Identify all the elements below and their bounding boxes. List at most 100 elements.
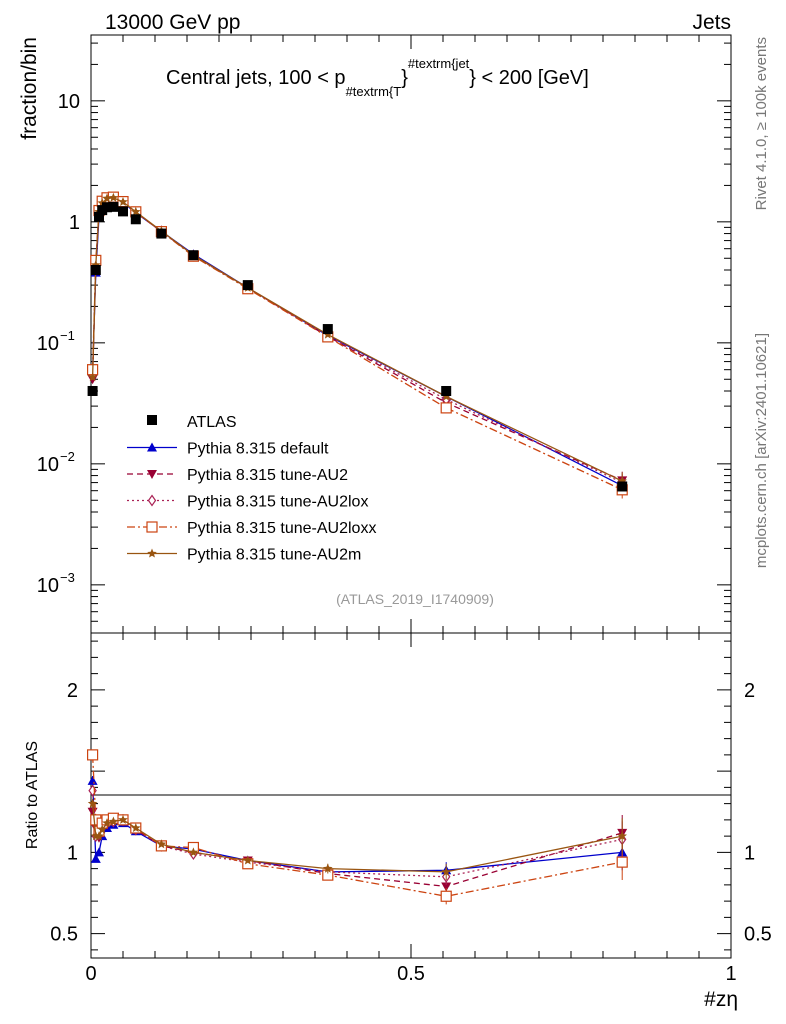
ratio-y-tick-label: 2 <box>67 680 78 702</box>
ratio-series-point <box>441 866 451 876</box>
ratio-series-point <box>441 882 452 892</box>
ratio-series-line <box>91 754 623 897</box>
ratio-series-point <box>108 816 119 826</box>
legend-label: Pythia 8.315 tune-AU2m <box>187 547 361 564</box>
main-series-point <box>91 260 101 269</box>
atlas-data-point <box>102 202 112 213</box>
ratio-series-point <box>617 831 627 841</box>
title-superscript: #textrm{jet <box>408 56 470 71</box>
legend-marker <box>147 494 157 507</box>
main-series-point <box>323 329 333 339</box>
legend-marker-atlas <box>147 415 157 425</box>
atlas-data-point <box>156 228 167 239</box>
rivet-version-label: Rivet 4.1.0, ≥ 100k events <box>753 37 770 210</box>
legend-label: Pythia 8.315 default <box>187 441 329 458</box>
title-tail: } < 200 [GeV] <box>469 67 589 89</box>
ratio-y-tick-label: 0.5 <box>50 924 78 946</box>
analysis-watermark: (ATLAS_2019_I1740909) <box>336 591 494 607</box>
ratio-x-tick-labels: 0 0.5 1 <box>85 963 736 985</box>
main-series-point <box>617 476 627 486</box>
legend-label: Pythia 8.315 tune-AU2loxx <box>187 520 376 537</box>
ratio-series-point <box>440 890 452 902</box>
main-y-tick-label: 10 <box>37 575 59 597</box>
ratio-y-tick-labels: 2 2 1 1 0.5 0.5 <box>50 680 772 946</box>
main-y-tick-exponent: −3 <box>60 570 75 585</box>
legend: ATLAS Pythia 8.315 default Pythia 8.315 tu… <box>127 414 376 564</box>
atlas-data-point <box>130 214 141 225</box>
legend-marker <box>147 442 157 452</box>
title-brace: } <box>401 67 408 89</box>
ratio-series-point <box>94 831 104 841</box>
atlas-data-point <box>441 385 452 396</box>
title-subscript: #textrm{T <box>346 84 402 99</box>
main-y-tick-label: 1 <box>69 212 80 234</box>
atlas-data-point <box>94 211 104 222</box>
legend-marker <box>147 548 157 558</box>
collision-label: 13000 GeV pp <box>105 11 240 34</box>
atlas-data-point <box>242 280 253 291</box>
ratio-series-point <box>102 818 112 828</box>
mcplots-label: mcplots.cern.ch [arXiv:2401.10621] <box>753 333 770 568</box>
ratio-series-point <box>87 775 98 785</box>
x-tick-label: 1 <box>725 963 736 985</box>
main-series-line <box>91 197 623 482</box>
atlas-data-point <box>322 324 333 335</box>
ratio-panel: 2 21 10.5 0.5 0 0.5 1 Ratio to ATLAS #zη <box>24 632 772 1011</box>
ratio-series-line <box>91 803 623 873</box>
main-y-tick-label: 10 <box>37 333 59 355</box>
atlas-data-point <box>87 385 98 396</box>
atlas-data-point <box>108 201 119 212</box>
main-y-tick-exponent: −1 <box>60 328 75 343</box>
ratio-series-point <box>90 853 101 863</box>
atlas-data-point <box>617 481 628 492</box>
legend-marker <box>146 521 158 533</box>
ratio-series-point <box>323 863 333 873</box>
main-series-point <box>102 193 112 203</box>
main-series-line <box>91 197 623 481</box>
ratio-series-point <box>616 856 628 868</box>
ratio-series-point <box>118 814 128 824</box>
ratio-y-tick-label: 1 <box>67 842 78 864</box>
main-series-point <box>441 391 451 401</box>
main-series-point <box>440 402 452 414</box>
ratio-series-line <box>91 790 623 878</box>
title-main: Central jets, 100 < p <box>166 67 346 89</box>
atlas-data-point <box>188 250 199 261</box>
main-panel-frame <box>90 34 732 634</box>
x-tick-label: 0 <box>85 963 96 985</box>
legend-label-atlas: ATLAS <box>187 414 237 431</box>
ratio-y-tick-label-right: 1 <box>744 842 755 864</box>
ratio-series-point <box>243 855 253 865</box>
main-series-point <box>108 192 119 202</box>
ratio-series-point <box>94 847 104 857</box>
main-series-point <box>87 372 98 382</box>
ratio-y-tick-label-right: 2 <box>744 680 755 702</box>
ratio-series-point <box>156 839 167 849</box>
ratio-series-point <box>188 847 199 857</box>
main-y-tick-label: 10 <box>58 91 80 113</box>
ratio-y-axis-label: Ratio to ATLAS <box>24 741 41 849</box>
main-series-point <box>131 206 141 216</box>
x-axis-label: #zη <box>704 988 738 1011</box>
main-series-layer <box>86 191 628 499</box>
category-label: Jets <box>692 11 731 34</box>
ratio-series-layer <box>86 749 628 905</box>
x-tick-label: 0.5 <box>397 963 425 985</box>
legend-marker <box>147 470 157 479</box>
ratio-y-tick-label-right: 0.5 <box>744 924 772 946</box>
atlas-data-point <box>118 206 128 217</box>
main-y-tick-label: 10 <box>37 454 59 476</box>
atlas-data-point <box>90 264 101 275</box>
ratio-series-point <box>131 823 141 832</box>
chart-title: Central jets, 100 < p#textrm{T}#textrm{j… <box>166 56 589 99</box>
main-y-axis-label: fraction/bin <box>18 37 41 140</box>
legend-label: Pythia 8.315 tune-AU2lox <box>187 494 368 511</box>
ratio-series-point <box>86 749 99 761</box>
main-series-point <box>118 197 128 206</box>
ratio-series-point <box>87 798 98 808</box>
ratio-series-point <box>97 824 107 834</box>
main-y-tick-exponent: −2 <box>60 449 75 464</box>
